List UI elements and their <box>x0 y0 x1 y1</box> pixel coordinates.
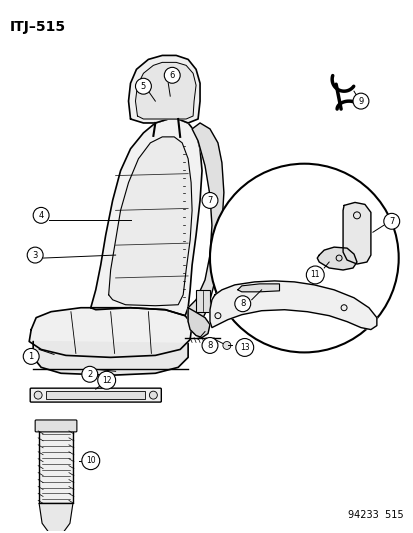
Polygon shape <box>342 203 370 264</box>
Text: 2: 2 <box>87 370 92 379</box>
Polygon shape <box>188 308 209 337</box>
Circle shape <box>202 192 217 208</box>
Bar <box>39 429 73 503</box>
FancyBboxPatch shape <box>35 420 77 432</box>
Circle shape <box>82 452 100 470</box>
Circle shape <box>82 366 97 382</box>
Circle shape <box>149 391 157 399</box>
Circle shape <box>27 247 43 263</box>
Polygon shape <box>29 308 192 358</box>
Text: ITJ–515: ITJ–515 <box>9 20 65 34</box>
Text: 8: 8 <box>207 341 212 350</box>
Bar <box>196 290 209 312</box>
Text: 10: 10 <box>86 456 95 465</box>
Text: 9: 9 <box>358 96 363 106</box>
Text: 5: 5 <box>140 82 146 91</box>
Polygon shape <box>39 503 73 533</box>
Text: 6: 6 <box>169 71 175 80</box>
Bar <box>46 391 145 399</box>
Text: 13: 13 <box>240 343 249 352</box>
FancyBboxPatch shape <box>30 388 161 402</box>
Polygon shape <box>108 137 192 306</box>
Circle shape <box>352 93 368 109</box>
Circle shape <box>33 207 49 223</box>
Polygon shape <box>33 342 188 375</box>
Circle shape <box>234 296 250 312</box>
Circle shape <box>209 164 398 352</box>
Polygon shape <box>316 247 356 270</box>
Circle shape <box>23 349 39 365</box>
Circle shape <box>235 338 253 357</box>
Circle shape <box>202 337 217 353</box>
Text: 7: 7 <box>207 196 212 205</box>
Polygon shape <box>90 119 202 316</box>
Circle shape <box>97 372 115 389</box>
Text: 7: 7 <box>388 217 394 226</box>
Text: 11: 11 <box>310 270 319 279</box>
Text: 8: 8 <box>240 299 245 308</box>
Circle shape <box>306 266 323 284</box>
Text: 4: 4 <box>38 211 44 220</box>
Polygon shape <box>135 62 196 119</box>
Circle shape <box>222 342 230 350</box>
Polygon shape <box>128 55 199 123</box>
Circle shape <box>164 67 180 83</box>
Text: 1: 1 <box>28 352 34 361</box>
Circle shape <box>383 213 399 229</box>
Text: 12: 12 <box>102 376 111 385</box>
Polygon shape <box>188 123 223 325</box>
Polygon shape <box>237 284 279 292</box>
Text: 94233  515: 94233 515 <box>347 510 403 520</box>
Text: 3: 3 <box>32 251 38 260</box>
Circle shape <box>135 78 151 94</box>
Circle shape <box>34 391 42 399</box>
Polygon shape <box>209 281 376 329</box>
